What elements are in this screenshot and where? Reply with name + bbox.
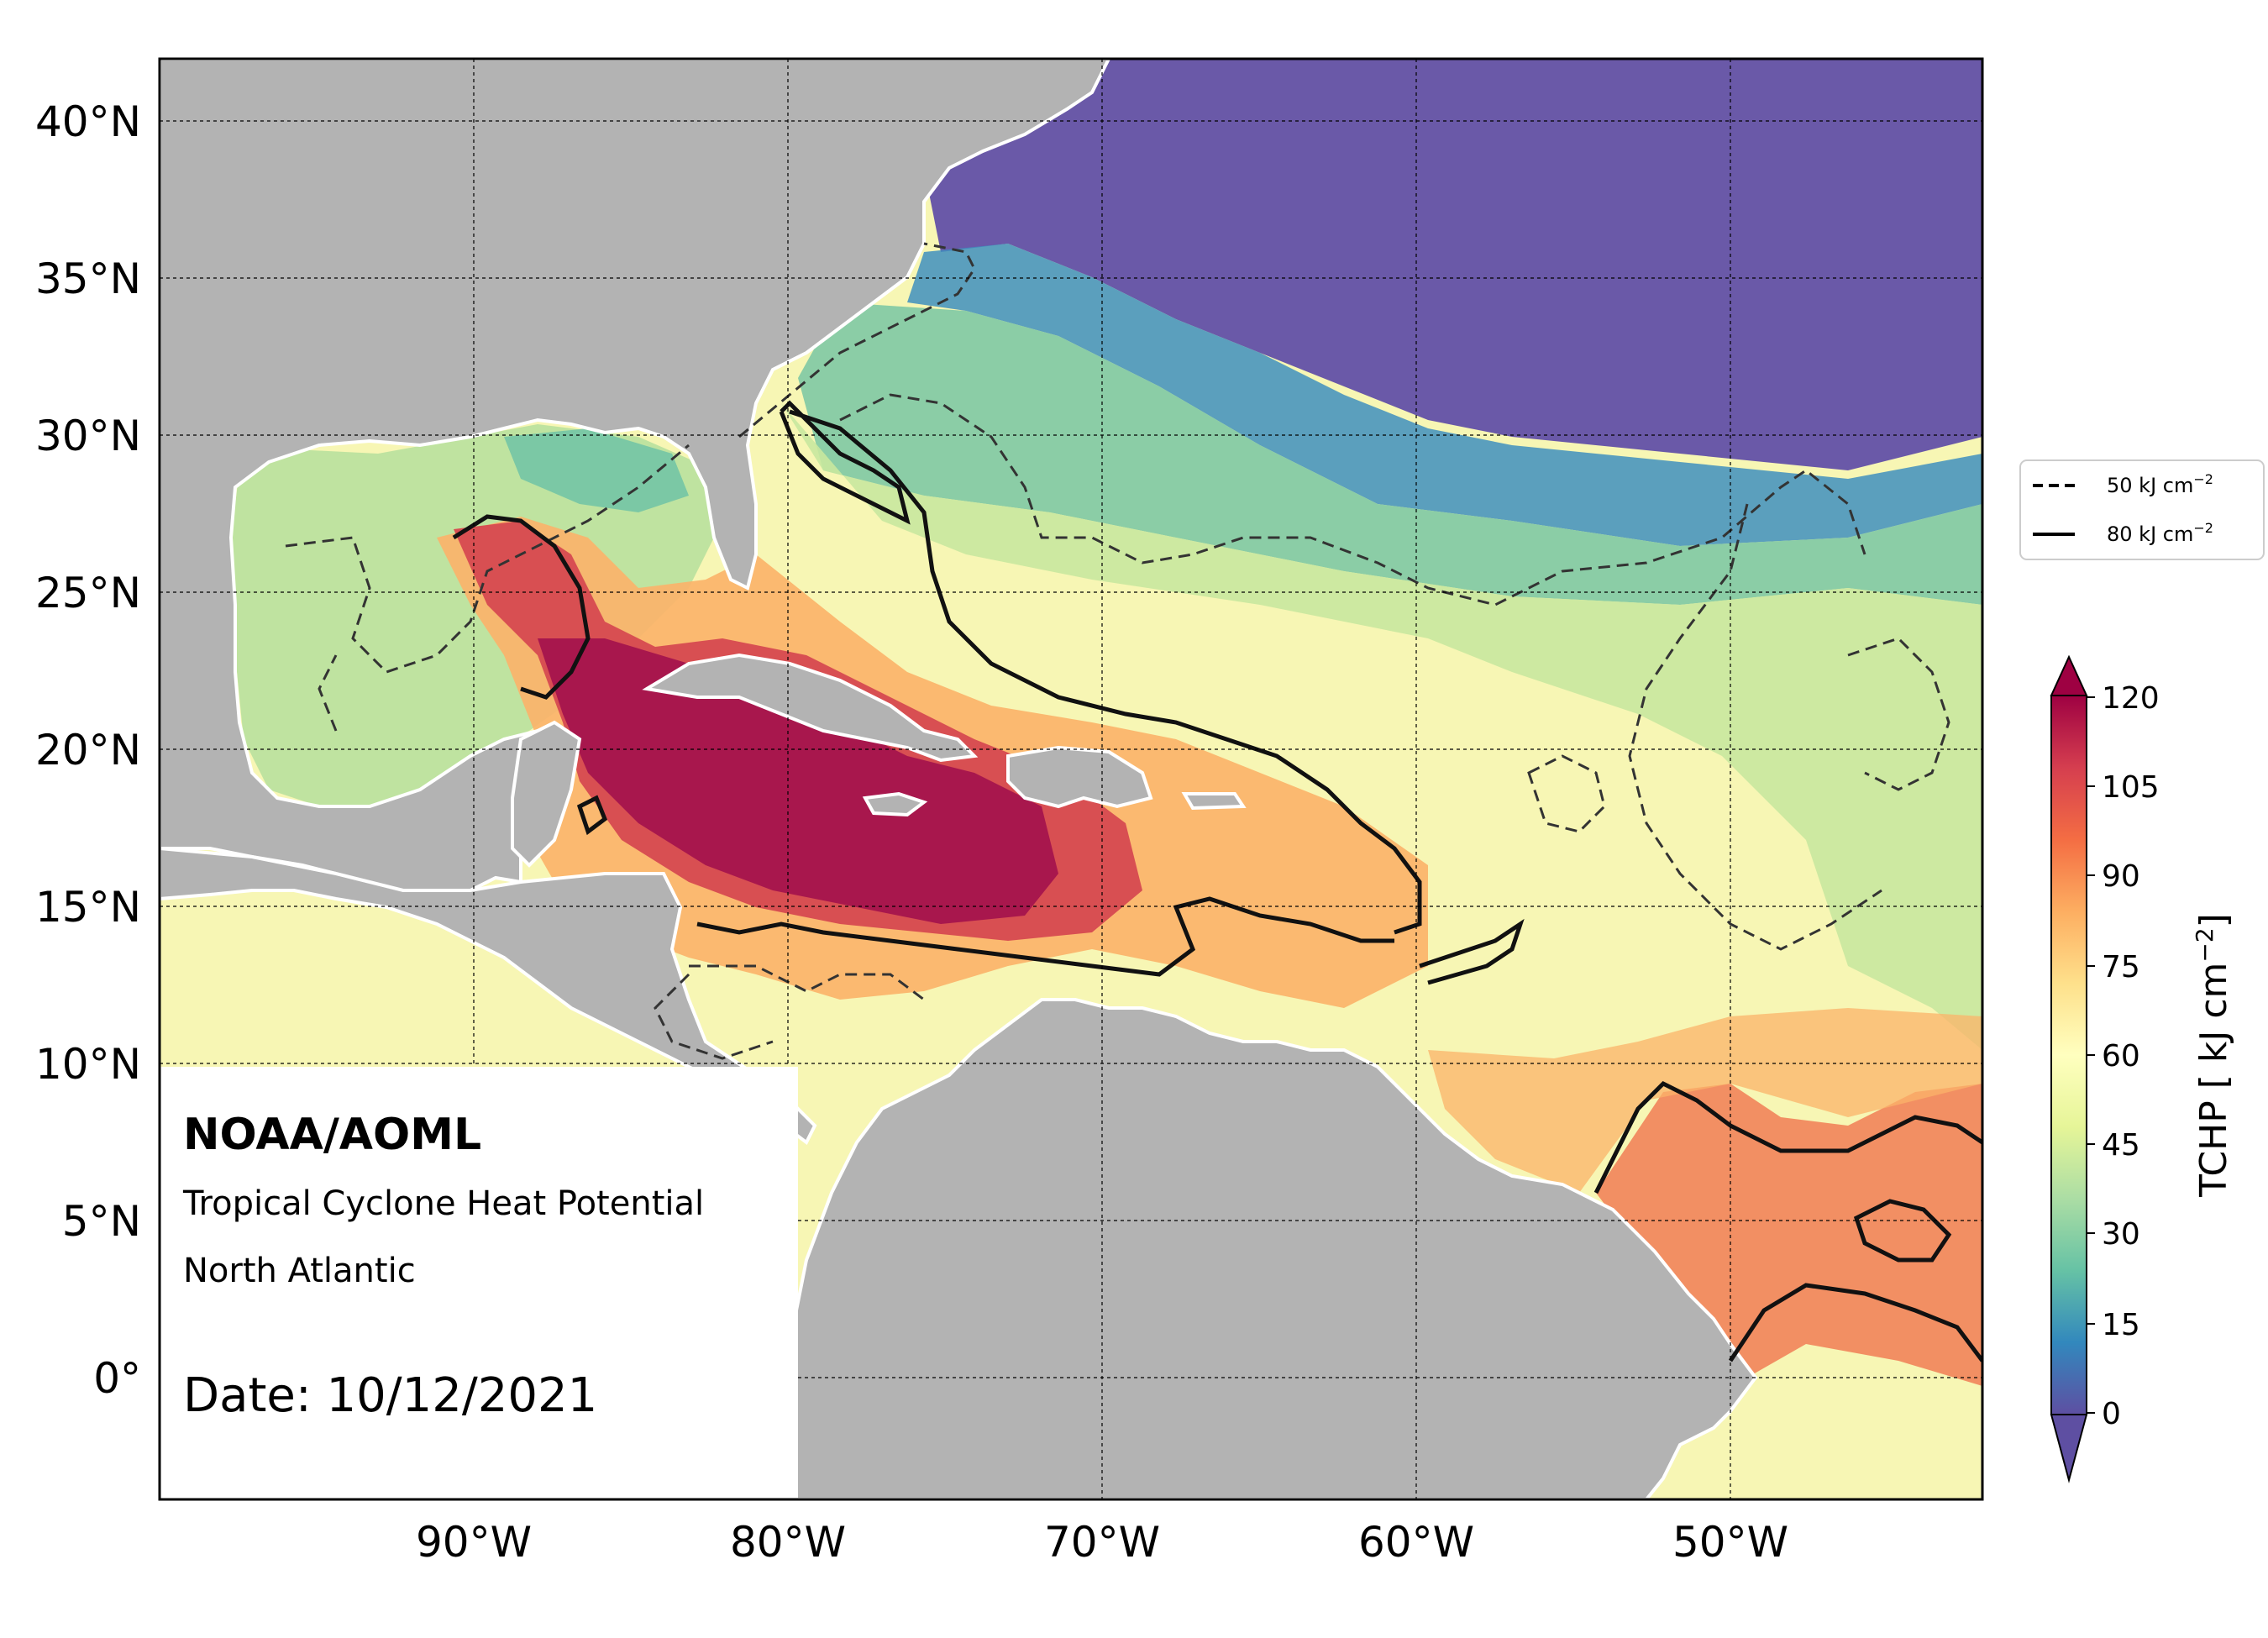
legend-label-50: 50 kJ cm−2 xyxy=(2107,471,2213,497)
puerto-rico-land xyxy=(1181,792,1247,811)
lon-label: 50°W xyxy=(1672,1518,1788,1567)
annotation-subtitle-1: Tropical Cyclone Heat Potential xyxy=(182,1184,704,1223)
colorbar-tick-label: 0 xyxy=(2102,1397,2121,1431)
lat-label: 0° xyxy=(93,1354,141,1403)
lat-label: 30°N xyxy=(35,412,141,460)
legend-box xyxy=(2019,459,2265,560)
annotation-date: Date: 10/12/2021 xyxy=(183,1368,597,1423)
colorbar-top-arrow xyxy=(2050,654,2088,696)
longitude-labels: 90°W 80°W 70°W 60°W 50°W xyxy=(416,1518,1788,1567)
annotation-box xyxy=(160,1067,798,1499)
latitude-labels: 40°N 35°N 30°N 25°N 20°N 15°N 10°N 5°N 0… xyxy=(35,97,141,1403)
lon-label: 80°W xyxy=(730,1518,846,1567)
lon-label: 90°W xyxy=(416,1518,532,1567)
colorbar-tick-label: 15 xyxy=(2102,1308,2140,1342)
lon-label: 60°W xyxy=(1358,1518,1474,1567)
south-america-land xyxy=(753,998,1758,1499)
contour-legend: 50 kJ cm−2 80 kJ cm−2 xyxy=(2019,459,2265,560)
land-masses xyxy=(160,59,1758,1499)
hispaniola-land xyxy=(1006,745,1153,809)
colorbar: 120 105 90 75 60 45 30 15 0 TCHP [ kJ cm… xyxy=(2050,654,2235,1483)
contour-80 xyxy=(452,400,1982,1362)
gulf-teal-patch xyxy=(504,428,689,512)
colorbar-tick-label: 45 xyxy=(2102,1128,2140,1163)
annotation-title: NOAA/AOML xyxy=(183,1110,481,1160)
teal-band xyxy=(798,302,1982,605)
map-frame xyxy=(158,57,1984,1501)
annotation-subtitle-2: North Atlantic xyxy=(183,1252,416,1290)
south-orange-region xyxy=(1428,1008,1982,1193)
colorbar-tick-label: 120 xyxy=(2102,681,2160,716)
colorbar-tick-label: 60 xyxy=(2102,1039,2140,1074)
colorbar-bottom-arrow xyxy=(2050,1414,2088,1483)
lat-label: 15°N xyxy=(35,883,141,932)
colorbar-tick-label: 75 xyxy=(2102,950,2140,984)
legend-label-80: 80 kJ cm−2 xyxy=(2107,520,2213,546)
colorbar-tick-label: 30 xyxy=(2102,1217,2140,1252)
blue-band xyxy=(907,244,1982,546)
north-america-land xyxy=(160,59,1111,909)
yucatan-land xyxy=(511,720,582,868)
colorbar-scale xyxy=(2050,695,2087,1415)
lon-label: 70°W xyxy=(1044,1518,1160,1567)
light-green-band xyxy=(781,403,1982,1050)
contour-50 xyxy=(285,242,1950,1060)
cuba-land xyxy=(642,653,979,763)
lat-label: 20°N xyxy=(35,726,141,774)
lat-label: 5°N xyxy=(62,1197,141,1246)
colorbar-ticks xyxy=(2087,696,2095,1414)
lat-label: 10°N xyxy=(35,1040,141,1089)
lat-label: 35°N xyxy=(35,255,141,303)
colorbar-tick-label: 90 xyxy=(2102,859,2140,894)
cold-water-region xyxy=(924,59,1982,470)
lat-label: 25°N xyxy=(35,569,141,617)
map-panel xyxy=(160,59,1982,1499)
gulf-green-region xyxy=(227,424,722,806)
colorbar-tick-label: 105 xyxy=(2102,770,2160,805)
jamaica-land xyxy=(862,791,928,817)
hottest-core-region xyxy=(538,638,1058,924)
lat-label: 40°N xyxy=(35,97,141,146)
colorbar-label: TCHP [ kJ cm−2] xyxy=(2191,913,2235,1198)
